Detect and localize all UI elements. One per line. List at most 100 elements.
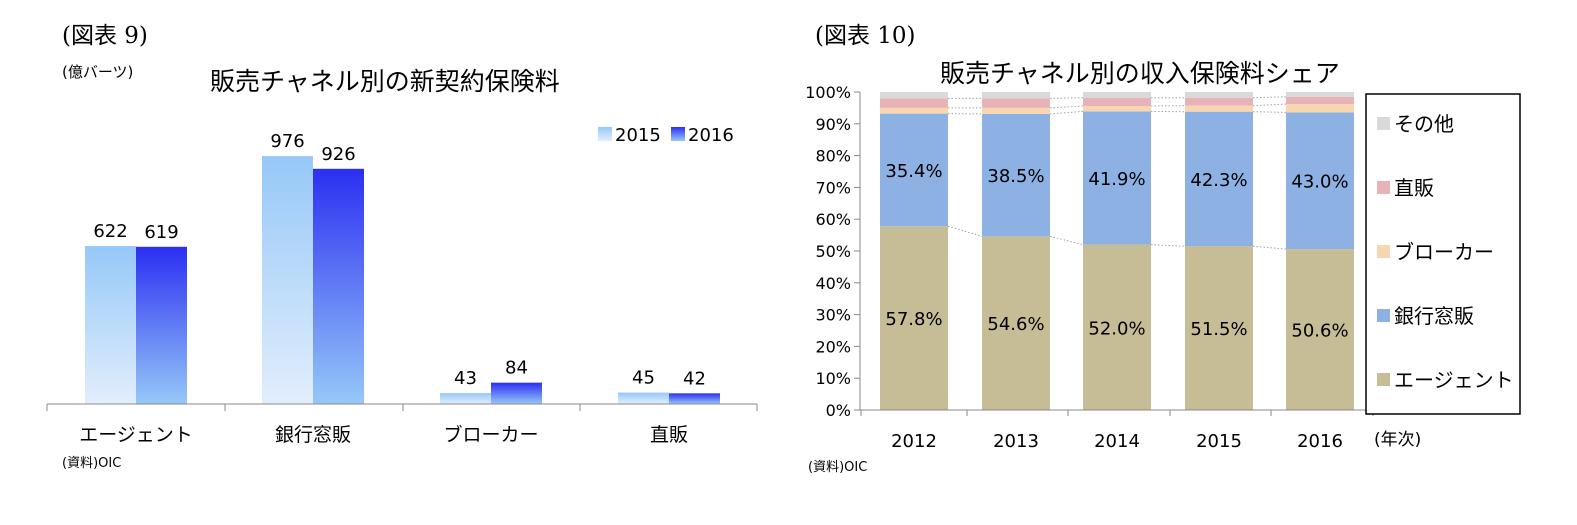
bar-2015-1: [262, 156, 313, 404]
legend-label-0: エージェント: [1394, 368, 1514, 392]
legend-swatch-2016: [671, 127, 685, 141]
category-label-3: 直販: [650, 424, 688, 446]
figure-label-left: (図表 9): [62, 23, 148, 49]
y-tick-label-3: 30%: [815, 306, 851, 325]
year-label-4: 2016: [1297, 431, 1343, 452]
y-tick-label-6: 60%: [815, 210, 851, 229]
segment-0-4: [1286, 249, 1354, 410]
y-tick-label-10: 100%: [805, 83, 851, 102]
segment-4-4: [1286, 92, 1354, 97]
y-tick-label-4: 40%: [815, 274, 851, 293]
series-line-1-1: [1049, 110, 1084, 115]
series-line-3-3: [1252, 96, 1287, 99]
legend-box: [1365, 93, 1521, 415]
data-label-2016-3: 42: [683, 368, 706, 389]
bar-2015-2: [440, 393, 491, 404]
y-tick-label-7: 70%: [815, 178, 851, 197]
bar-chart-new-premiums: 622 619 976 926 43 84 45 42 エージェント 銀行窓販 ブローカー 直販 2…: [46, 125, 758, 446]
chart-title-left: 販売チャネル別の新契約保険料: [210, 67, 560, 96]
unit-label: (億バーツ): [62, 63, 134, 81]
segment-4-3: [1185, 92, 1253, 98]
segment-label-0-1: 54.6%: [987, 314, 1044, 335]
bar-2016-0: [136, 246, 187, 404]
segment-1-2: [1083, 111, 1151, 245]
data-label-2015-0: 622: [93, 221, 127, 242]
y-tick-label-8: 80%: [815, 147, 851, 166]
legend-swatch-2: [1377, 245, 1390, 258]
segment-label-0-0: 57.8%: [885, 309, 942, 330]
legend-swatch-2015: [598, 127, 612, 141]
legend-swatch-0: [1377, 373, 1390, 386]
segment-0-3: [1185, 246, 1253, 410]
segment-label-1-0: 35.4%: [885, 161, 942, 182]
segment-1-4: [1286, 112, 1354, 250]
category-label-2: ブローカー: [443, 423, 538, 446]
figure-label-right: (図表 10): [815, 23, 916, 49]
source-note-left: (資料)OIC: [62, 456, 122, 471]
legend-swatch-4: [1377, 117, 1390, 130]
series-line-0-2: [1150, 244, 1186, 247]
segment-label-1-2: 41.9%: [1088, 169, 1145, 190]
source-note-right: (資料)OIC: [808, 460, 868, 475]
legend-swatch-1: [1377, 309, 1390, 322]
segment-1-1: [982, 113, 1050, 237]
segment-label-0-2: 52.0%: [1088, 318, 1145, 339]
segment-2-0: [880, 107, 948, 114]
segment-2-1: [982, 107, 1050, 114]
legend-swatch-3: [1377, 181, 1390, 194]
year-label-3: 2015: [1196, 431, 1242, 452]
category-label-1: 銀行窓販: [275, 424, 351, 446]
segment-label-1-4: 43.0%: [1291, 172, 1348, 193]
category-label-0: エージェント: [79, 424, 193, 446]
segment-0-1: [982, 236, 1050, 410]
y-tick-label-5: 50%: [815, 242, 851, 261]
legend-label-2: ブローカー: [1394, 240, 1494, 264]
series-line-2-3: [1252, 103, 1287, 107]
segment-0-2: [1083, 244, 1151, 410]
legend-label-2015: 2015: [615, 125, 661, 146]
y-tick-label-2: 20%: [815, 337, 851, 356]
x-axis-unit: (年次): [1374, 430, 1422, 450]
segment-0-0: [880, 226, 948, 410]
bar-2015-0: [85, 246, 136, 404]
stacked-chart-share: 57.8% 35.4% 54.6% 38.5% 52.0% 41.9% 51.5% 42.3%…: [805, 83, 1521, 452]
segment-3-0: [880, 98, 948, 108]
data-label-2015-2: 43: [454, 368, 477, 389]
data-label-2015-3: 45: [632, 368, 655, 389]
y-tick-label-9: 90%: [815, 115, 851, 134]
segment-label-0-3: 51.5%: [1190, 319, 1247, 340]
segment-label-0-4: 50.6%: [1291, 321, 1348, 342]
segment-1-0: [880, 113, 948, 227]
chart-title-right: 販売チャネル別の収入保険料シェア: [940, 59, 1340, 88]
segment-4-2: [1083, 92, 1151, 98]
legend-label-1: 銀行窓販: [1394, 304, 1474, 328]
segment-2-4: [1286, 104, 1354, 113]
series-line-0-1: [1049, 235, 1084, 246]
year-label-2: 2014: [1094, 431, 1140, 452]
year-label-1: 2013: [993, 431, 1039, 452]
series-line-0-0: [947, 225, 983, 237]
y-tick-label-1: 10%: [815, 369, 851, 388]
segment-3-1: [982, 98, 1050, 108]
series-line-1-3: [1252, 111, 1287, 113]
segment-2-3: [1185, 105, 1253, 112]
segment-4-1: [982, 92, 1050, 99]
legend-label-4: その他: [1394, 112, 1454, 136]
bar-2016-1: [313, 168, 364, 404]
segment-label-1-3: 42.3%: [1190, 170, 1247, 191]
bar-2016-3: [669, 393, 720, 404]
segment-3-4: [1286, 96, 1354, 105]
bar-2016-2: [491, 382, 542, 404]
series-line-0-3: [1252, 245, 1287, 250]
data-label-2016-1: 926: [321, 144, 355, 165]
series-line-2-1: [1049, 105, 1084, 109]
segment-4-0: [880, 92, 948, 99]
segment-3-2: [1083, 97, 1151, 106]
data-label-2015-1: 976: [270, 131, 304, 152]
y-tick-label-0: 0%: [826, 401, 851, 420]
year-label-0: 2012: [891, 431, 937, 452]
segment-2-2: [1083, 105, 1151, 112]
segment-1-3: [1185, 111, 1253, 247]
legend-label-3: 直販: [1394, 176, 1434, 200]
segment-label-1-1: 38.5%: [987, 166, 1044, 187]
